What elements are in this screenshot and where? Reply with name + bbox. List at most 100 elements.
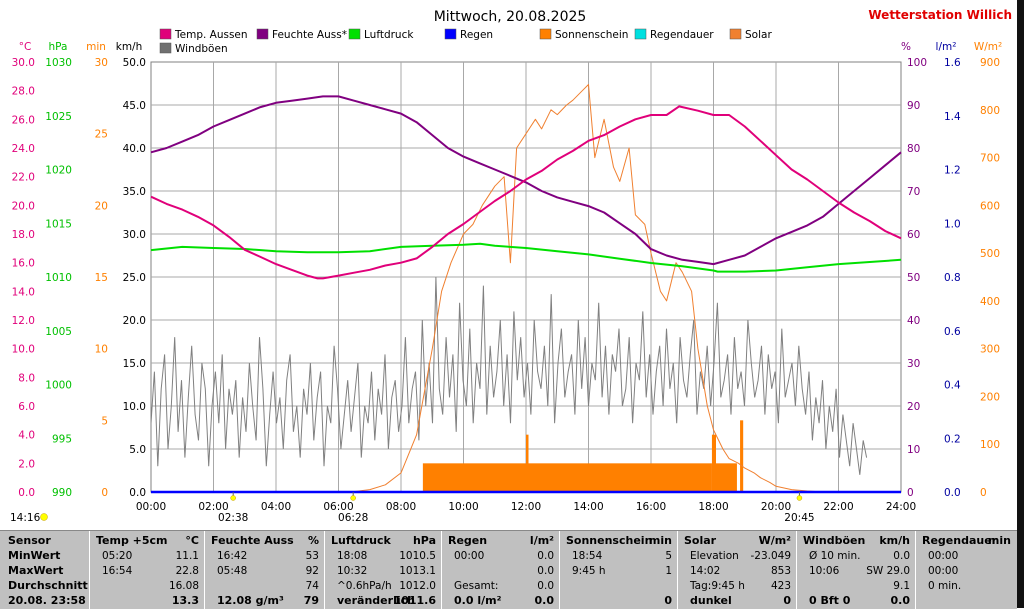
legend-swatch xyxy=(634,28,647,40)
humidity-tick-label: 40 xyxy=(907,315,920,327)
solar-tick-label: 700 xyxy=(980,153,1000,165)
rain-axis-unit: l/m² xyxy=(936,41,957,53)
legend-label: Sonnenschein xyxy=(555,29,628,41)
vertical-scrollbar[interactable] xyxy=(1017,0,1024,608)
chart-axes: 0.0 2.0 4.0 6.0 8.0 10.0 12.0 14.0 16.0 18.0 20.0 2… xyxy=(12,57,1000,513)
cell-label: Tag:9:45 h xyxy=(690,580,745,592)
column-header: Luftdruck xyxy=(331,534,391,547)
wind-tick-label: 25.0 xyxy=(123,272,146,284)
column-unit: l/m² xyxy=(529,534,554,547)
cell-label: Gesamt: xyxy=(454,580,499,592)
humidity-tick-label: 70 xyxy=(907,186,920,198)
pressure-tick-label: 1015 xyxy=(45,218,72,230)
wind-tick-label: 20.0 xyxy=(123,315,146,327)
cell-value: 0.0 xyxy=(537,580,554,592)
temp-tick-label: 10.0 xyxy=(12,344,35,356)
cell-label: 14:02 xyxy=(690,565,721,577)
x-tick-label: 22:00 xyxy=(823,501,853,513)
humidity-tick-label: 90 xyxy=(907,100,920,112)
cell-value: 1012.0 xyxy=(399,580,436,592)
sun-icon xyxy=(40,513,48,521)
sunshine-tick-label: 0 xyxy=(101,487,108,499)
temp-tick-label: 30.0 xyxy=(12,57,35,69)
cell-value: 0.0 xyxy=(537,550,554,562)
column-header: Solar xyxy=(684,534,717,547)
cell-label: dunkel xyxy=(690,594,732,607)
column-unit: °C xyxy=(185,534,199,547)
cell-label: 05:48 xyxy=(217,565,248,577)
cell-label: 10:32 xyxy=(337,565,368,577)
legend-label: Regen xyxy=(460,29,493,41)
feuchte-line xyxy=(150,95,902,266)
cell-value: 0 xyxy=(783,594,791,607)
rain-tick-label: 0.6 xyxy=(944,326,961,338)
column-unit: km/h xyxy=(879,534,910,547)
cell-label: Ø 10 min. xyxy=(809,550,861,562)
sunshine-tick-label: 20 xyxy=(95,200,108,212)
cell-value: 11.1 xyxy=(175,550,199,562)
pressure-axis-unit: hPa xyxy=(49,41,68,53)
cell-label: 12.08 g/m³ xyxy=(217,594,284,607)
time-label: 14:16 xyxy=(10,512,41,524)
sunshine-bar xyxy=(740,420,744,492)
cell-value: SW 29.0 xyxy=(866,565,910,577)
cell-label: 10:06 xyxy=(809,565,840,577)
column-separator xyxy=(559,531,560,609)
legend-label: Luftdruck xyxy=(364,29,414,41)
wind-axis-unit: km/h xyxy=(116,41,143,53)
sun-marker-icon xyxy=(350,495,356,501)
legend-label: Temp. Aussen xyxy=(174,29,248,41)
x-tick-label: 04:00 xyxy=(261,501,291,513)
column-separator xyxy=(796,531,797,609)
humidity-tick-label: 30 xyxy=(907,358,920,370)
column-separator xyxy=(204,531,205,609)
wind-tick-label: 40.0 xyxy=(123,143,146,155)
rain-tick-label: 0.0 xyxy=(944,487,961,499)
legend-swatch xyxy=(256,28,269,40)
wind-tick-label: 0.0 xyxy=(129,487,146,499)
cell-label: 00:00 xyxy=(928,550,959,562)
cell-value: 16.08 xyxy=(168,580,199,592)
column-header: Feuchte Auss xyxy=(211,534,294,547)
row-label: Durchschnitt xyxy=(8,579,88,592)
rain-tick-label: 0.2 xyxy=(944,433,961,445)
temp-tick-label: 14.0 xyxy=(12,286,35,298)
pressure-tick-label: 1005 xyxy=(45,326,72,338)
cell-label: 9:45 h xyxy=(572,565,606,577)
cell-value: 1013.1 xyxy=(399,565,436,577)
legend-swatch xyxy=(444,28,457,40)
cell-label: 00:00 xyxy=(928,565,959,577)
humidity-tick-label: 10 xyxy=(907,444,920,456)
rain-tick-label: 1.4 xyxy=(944,111,961,123)
humidity-tick-label: 100 xyxy=(907,57,927,69)
rain-tick-label: 1.2 xyxy=(944,165,961,177)
sunshine-tick-label: 5 xyxy=(101,415,108,427)
legend-swatch xyxy=(348,28,361,40)
cell-label: 0 min. xyxy=(928,580,962,592)
cell-value: 22.8 xyxy=(175,565,199,577)
wind-tick-label: 5.0 xyxy=(129,444,146,456)
column-unit: min xyxy=(648,534,672,547)
temp-line xyxy=(150,105,902,280)
humidity-tick-label: 50 xyxy=(907,272,920,284)
temp-tick-label: 28.0 xyxy=(12,86,35,98)
statistics-footer: Sensor MinWert MaxWert Durchschnitt 20.08. 2… xyxy=(0,530,1017,609)
column-unit: hPa xyxy=(412,534,436,547)
cell-value: 1 xyxy=(665,565,672,577)
x-tick-label: 16:00 xyxy=(636,501,666,513)
solar-line xyxy=(350,84,823,493)
row-label: MinWert xyxy=(8,549,61,562)
sunshine-bar xyxy=(526,434,529,492)
cell-value: 13.3 xyxy=(171,594,199,607)
wind-tick-label: 35.0 xyxy=(123,186,146,198)
solar-tick-label: 300 xyxy=(980,344,1000,356)
cell-value: 0.0 xyxy=(893,550,910,562)
marker-label: 20:45 xyxy=(784,512,814,524)
temp-tick-label: 18.0 xyxy=(12,229,35,241)
chart-legend: Temp. Aussen Feuchte Auss* Luftdruck Regen S… xyxy=(159,28,772,55)
marker-label: 06:28 xyxy=(338,512,368,524)
x-tick-label: 18:00 xyxy=(698,501,728,513)
sunshine-bar xyxy=(528,463,712,492)
cell-label: ^0.6hPa/h xyxy=(337,580,392,592)
cell-value: 9.1 xyxy=(893,580,910,592)
